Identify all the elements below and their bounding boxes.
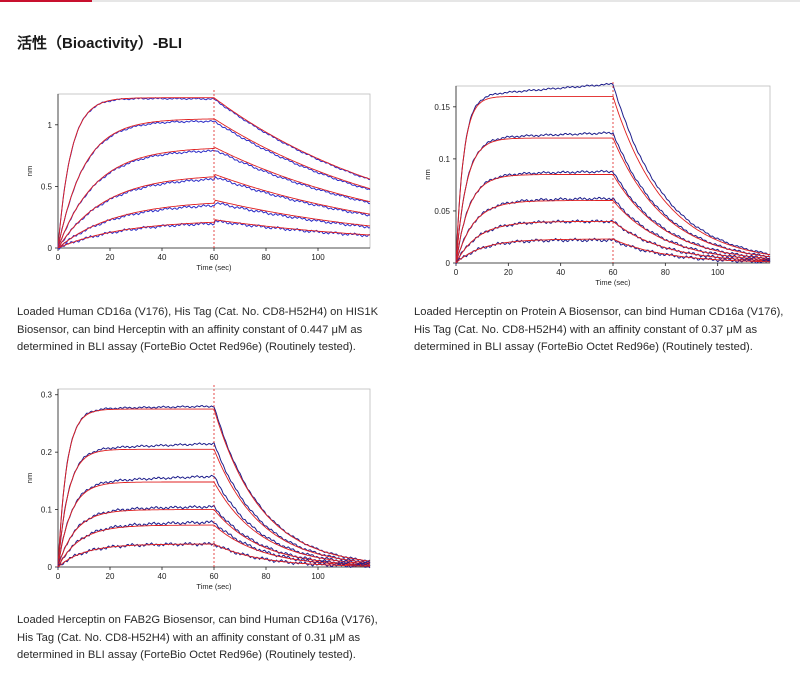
y-tick-label: 0 (48, 563, 53, 572)
x-tick-label: 0 (56, 572, 61, 581)
x-tick-label: 60 (210, 253, 219, 262)
x-tick-label: 0 (56, 253, 61, 262)
y-tick-label: 0.15 (434, 103, 450, 112)
bli-chart-2: 0 0.05 0.1 0.15 0 20 40 60 80 100 Time (sec) nm (420, 80, 780, 287)
fit-series-line (57, 543, 371, 568)
x-axis-label: Time (sec) (196, 263, 232, 272)
x-tick-label: 40 (158, 572, 167, 581)
measured-series-line (455, 169, 771, 263)
bli-chart-3-svg: 0 0.1 0.2 0.3 0 20 40 60 80 100 Time (sec) nm (25, 385, 371, 591)
bli-chart-3: 0 0.1 0.2 0.3 0 20 40 60 80 100 Time (sec) nm (14, 383, 376, 598)
x-tick-label: 20 (106, 572, 115, 581)
measured-series-line (455, 196, 771, 265)
x-tick-label: 100 (711, 268, 725, 277)
x-tick-label: 40 (556, 268, 565, 277)
x-tick-label: 20 (106, 253, 115, 262)
x-tick-label: 60 (210, 572, 219, 581)
x-tick-label: 80 (262, 572, 271, 581)
x-tick-label: 60 (609, 268, 618, 277)
y-tick-label: 1 (48, 121, 53, 130)
caption-1: Loaded Human CD16a (V176), His Tag (Cat.… (17, 306, 379, 353)
caption-3: Loaded Herceptin on FAB2G Biosensor, can… (17, 614, 378, 661)
y-axis-label: nm (25, 473, 34, 483)
top-divider-accent (0, 0, 92, 2)
bli-chart-1-svg: 0 0.5 1 0 20 40 60 80 100 Time (sec) nm (25, 90, 371, 272)
bli-chart-2-svg: 0 0.05 0.1 0.15 0 20 40 60 80 100 Time (sec) nm (423, 82, 771, 287)
x-tick-label: 40 (158, 253, 167, 262)
fit-series-line (57, 174, 371, 249)
x-tick-label: 80 (661, 268, 670, 277)
measured-series-line (455, 82, 771, 263)
x-axis-label: Time (sec) (595, 278, 631, 287)
x-tick-label: 100 (311, 572, 325, 581)
y-tick-label: 0.05 (434, 207, 450, 216)
y-axis-label: nm (25, 166, 34, 176)
measured-series-line (57, 201, 371, 249)
x-axis-label: Time (sec) (196, 582, 232, 591)
y-axis-label: nm (423, 169, 432, 179)
measured-series-line (57, 219, 371, 250)
y-tick-label: 0.1 (439, 155, 451, 164)
y-tick-label: 0 (446, 259, 451, 268)
fit-series-line (455, 200, 771, 264)
bli-chart-1: 0 0.5 1 0 20 40 60 80 100 Time (sec) nm (14, 88, 374, 278)
top-divider (0, 0, 800, 2)
x-tick-label: 100 (311, 253, 325, 262)
fit-series-line (455, 95, 771, 264)
fit-series-line (57, 97, 371, 249)
fit-series-line (57, 147, 371, 249)
y-tick-label: 0 (48, 244, 53, 253)
caption-2: Loaded Herceptin on Protein A Biosensor,… (414, 306, 784, 353)
y-tick-label: 0.3 (41, 391, 53, 400)
y-tick-label: 0.5 (41, 182, 53, 191)
x-tick-label: 20 (504, 268, 513, 277)
x-tick-label: 0 (454, 268, 459, 277)
x-tick-label: 80 (262, 253, 271, 262)
fit-series-line (455, 220, 770, 264)
y-tick-label: 0.1 (41, 506, 53, 515)
measured-series-line (57, 520, 371, 567)
measured-series-line (57, 120, 371, 248)
measured-series-line (57, 474, 371, 567)
section-title: 活性（Bioactivity）-BLI (17, 35, 183, 52)
y-tick-label: 0.2 (41, 448, 53, 457)
